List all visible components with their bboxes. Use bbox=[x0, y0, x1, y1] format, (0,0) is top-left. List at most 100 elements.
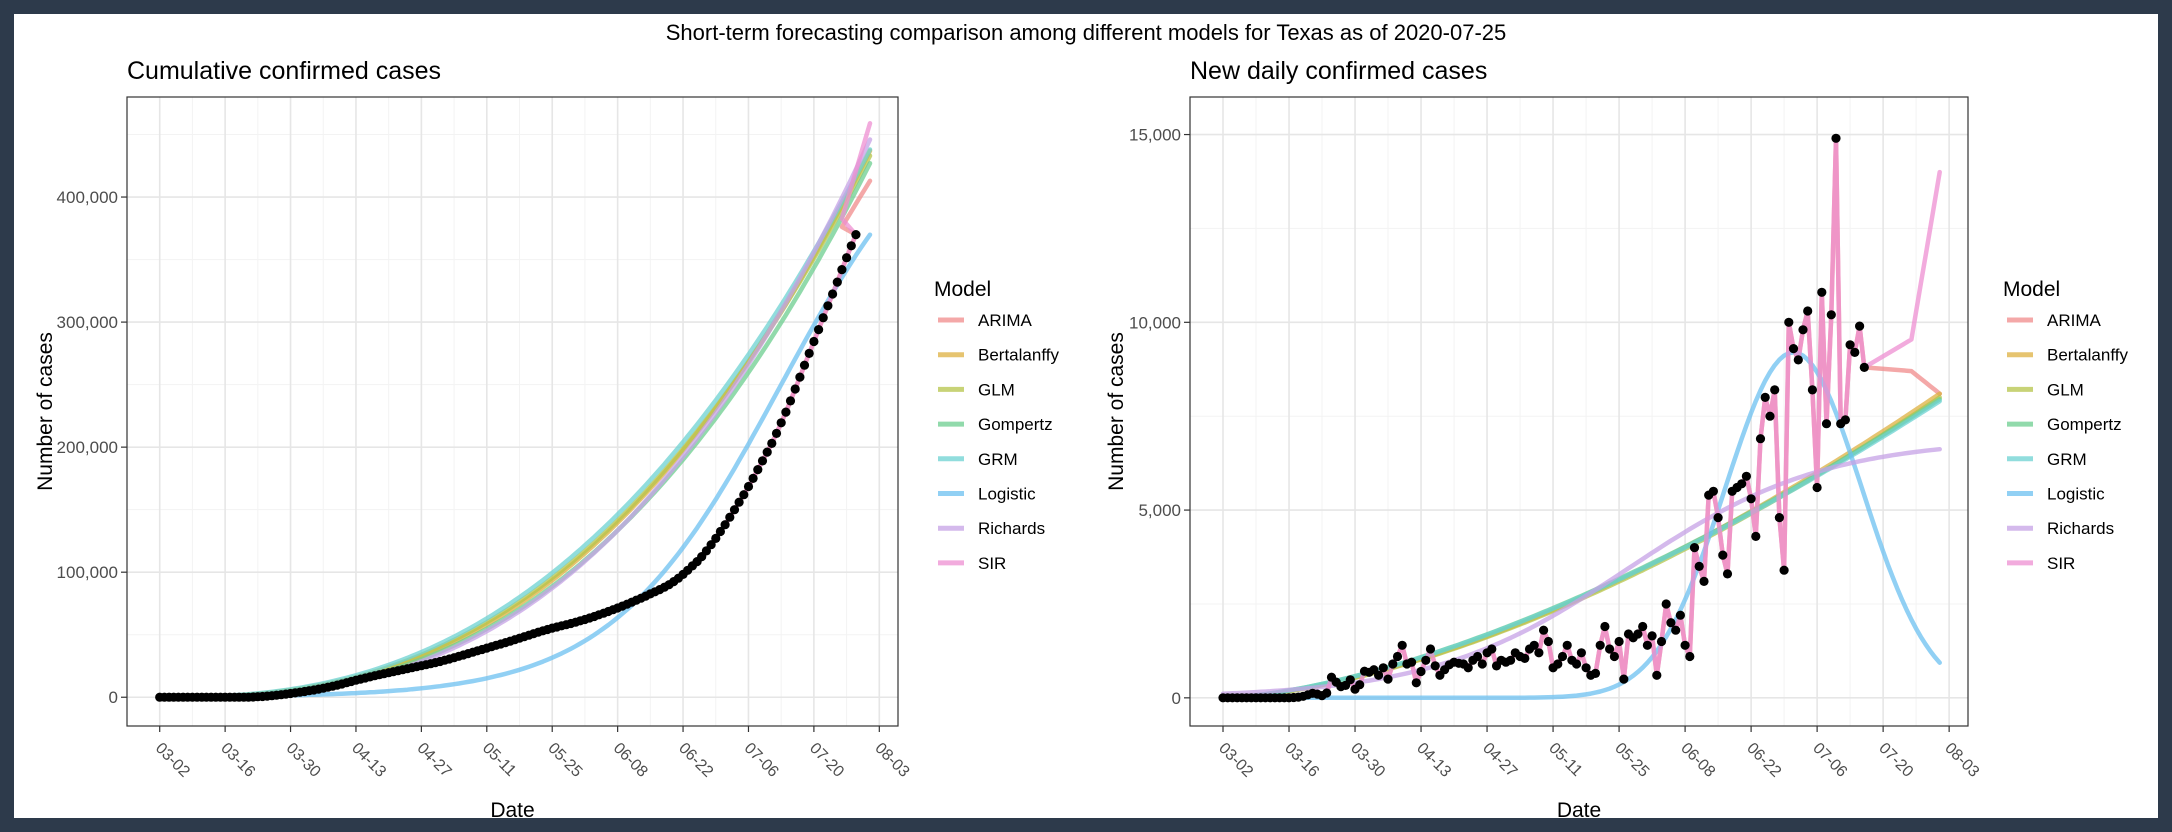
observed-point bbox=[748, 473, 758, 483]
observed-point bbox=[706, 540, 716, 550]
plot-area bbox=[127, 97, 898, 726]
x-tick-label: 07-20 bbox=[1875, 740, 1916, 781]
observed-point bbox=[1473, 651, 1483, 662]
observed-point bbox=[1718, 550, 1728, 560]
observed-point bbox=[1859, 362, 1869, 372]
x-tick-label: 06-22 bbox=[1743, 740, 1784, 781]
observed-point bbox=[1576, 648, 1586, 658]
observed-point bbox=[1840, 415, 1850, 425]
observed-point bbox=[804, 348, 814, 358]
x-tick-label: 03-02 bbox=[1215, 740, 1256, 781]
observed-point bbox=[1826, 310, 1836, 320]
observed-point bbox=[1713, 513, 1723, 523]
observed-point bbox=[814, 325, 824, 335]
plot-border bbox=[126, 96, 899, 727]
observed-point bbox=[1322, 688, 1332, 698]
observed-point bbox=[1581, 663, 1591, 673]
observed-point bbox=[1699, 576, 1709, 587]
y-tick-label: 100,000 bbox=[57, 563, 118, 582]
panel-title: New daily confirmed cases bbox=[1190, 57, 1487, 85]
legend-label-glm: GLM bbox=[2047, 380, 2084, 399]
observed-point bbox=[1595, 640, 1605, 650]
x-tick-label: 03-30 bbox=[283, 740, 324, 781]
series-lines bbox=[1220, 136, 1942, 701]
observed-point bbox=[762, 447, 772, 457]
observed-point bbox=[743, 481, 754, 492]
observed-point bbox=[1845, 340, 1855, 350]
legend-label-sir: SIR bbox=[978, 554, 1006, 573]
observed-point bbox=[837, 265, 847, 275]
observed-point bbox=[1661, 599, 1671, 609]
observed-point bbox=[1557, 651, 1568, 662]
observed-point bbox=[1614, 636, 1624, 647]
observed-point bbox=[1487, 644, 1497, 654]
x-tick-label: 04-13 bbox=[348, 740, 389, 781]
observed-point bbox=[818, 313, 828, 323]
observed-point bbox=[1638, 621, 1648, 632]
observed-point bbox=[715, 526, 726, 537]
observed-point bbox=[1463, 663, 1473, 673]
observed-point bbox=[1539, 625, 1549, 635]
x-tick-label: 04-27 bbox=[414, 740, 455, 781]
observed-point bbox=[1737, 479, 1747, 489]
observed-point bbox=[785, 396, 796, 406]
observed-point bbox=[1647, 631, 1657, 641]
observed-point bbox=[1534, 648, 1544, 658]
observed-point bbox=[1656, 636, 1667, 647]
observed-point bbox=[1793, 355, 1803, 365]
legend-label-logistic: Logistic bbox=[2047, 485, 2105, 504]
observed-points bbox=[1218, 133, 1869, 703]
legend-label-grm: GRM bbox=[978, 450, 1018, 469]
y-axis-label: Number of cases bbox=[34, 332, 57, 491]
x-tick-label: 05-25 bbox=[544, 740, 585, 781]
x-tick-label: 03-30 bbox=[1347, 740, 1388, 781]
legend-label-grm: GRM bbox=[2047, 450, 2087, 469]
observed-point bbox=[1821, 419, 1832, 429]
x-tick-label: 03-02 bbox=[152, 740, 193, 781]
observed-point bbox=[1506, 655, 1516, 665]
y-tick-label: 0 bbox=[109, 688, 118, 707]
observed-point bbox=[1345, 675, 1355, 685]
observed-point bbox=[757, 456, 768, 466]
observed-point bbox=[767, 438, 777, 448]
observed-point bbox=[1572, 659, 1582, 669]
observed-point bbox=[1746, 494, 1756, 504]
observed-point bbox=[1397, 640, 1407, 650]
x-tick-label: 05-11 bbox=[479, 740, 519, 780]
observed-point bbox=[1477, 659, 1487, 669]
observed-point bbox=[1779, 565, 1789, 575]
x-tick-label: 03-16 bbox=[217, 740, 258, 781]
observed-point bbox=[1741, 471, 1751, 481]
observed-point bbox=[1543, 636, 1553, 647]
observed-point bbox=[1807, 385, 1817, 395]
observed-point bbox=[828, 289, 838, 299]
x-tick-label: 04-13 bbox=[1413, 740, 1454, 781]
observed-point bbox=[1600, 621, 1610, 632]
plot-border bbox=[1189, 96, 1969, 727]
observed-point bbox=[795, 372, 805, 382]
observed-point bbox=[809, 336, 819, 347]
observed-point bbox=[1425, 644, 1436, 654]
observed-point bbox=[1666, 618, 1676, 628]
legend: Model ARIMA Bertalanffy GLM Gompertz GRM Logis… bbox=[2003, 278, 2128, 573]
y-tick-label: 5,000 bbox=[1138, 501, 1181, 520]
figure-title: Short-term forecasting comparison among … bbox=[666, 20, 1507, 45]
observed-point bbox=[1817, 287, 1827, 297]
observed-point bbox=[1765, 411, 1775, 421]
legend-label-gompertz: Gompertz bbox=[978, 415, 1053, 434]
observed-point bbox=[1407, 657, 1417, 667]
observed-point bbox=[725, 512, 735, 522]
legend-label-gompertz: Gompertz bbox=[2047, 415, 2122, 434]
x-tick-label: 03-16 bbox=[1281, 740, 1322, 781]
observed-point bbox=[1642, 640, 1652, 650]
legend-title: Model bbox=[934, 278, 991, 301]
observed-point bbox=[776, 418, 786, 428]
figure-canvas: Short-term forecasting comparison among … bbox=[14, 14, 2158, 818]
observed-point bbox=[753, 465, 763, 475]
observed-point bbox=[1798, 325, 1808, 335]
observed-point bbox=[1751, 531, 1761, 542]
observed-point bbox=[1416, 666, 1426, 677]
observed-point bbox=[1671, 625, 1681, 635]
y-tick-label: 300,000 bbox=[57, 313, 118, 332]
observed-point bbox=[1529, 640, 1539, 650]
